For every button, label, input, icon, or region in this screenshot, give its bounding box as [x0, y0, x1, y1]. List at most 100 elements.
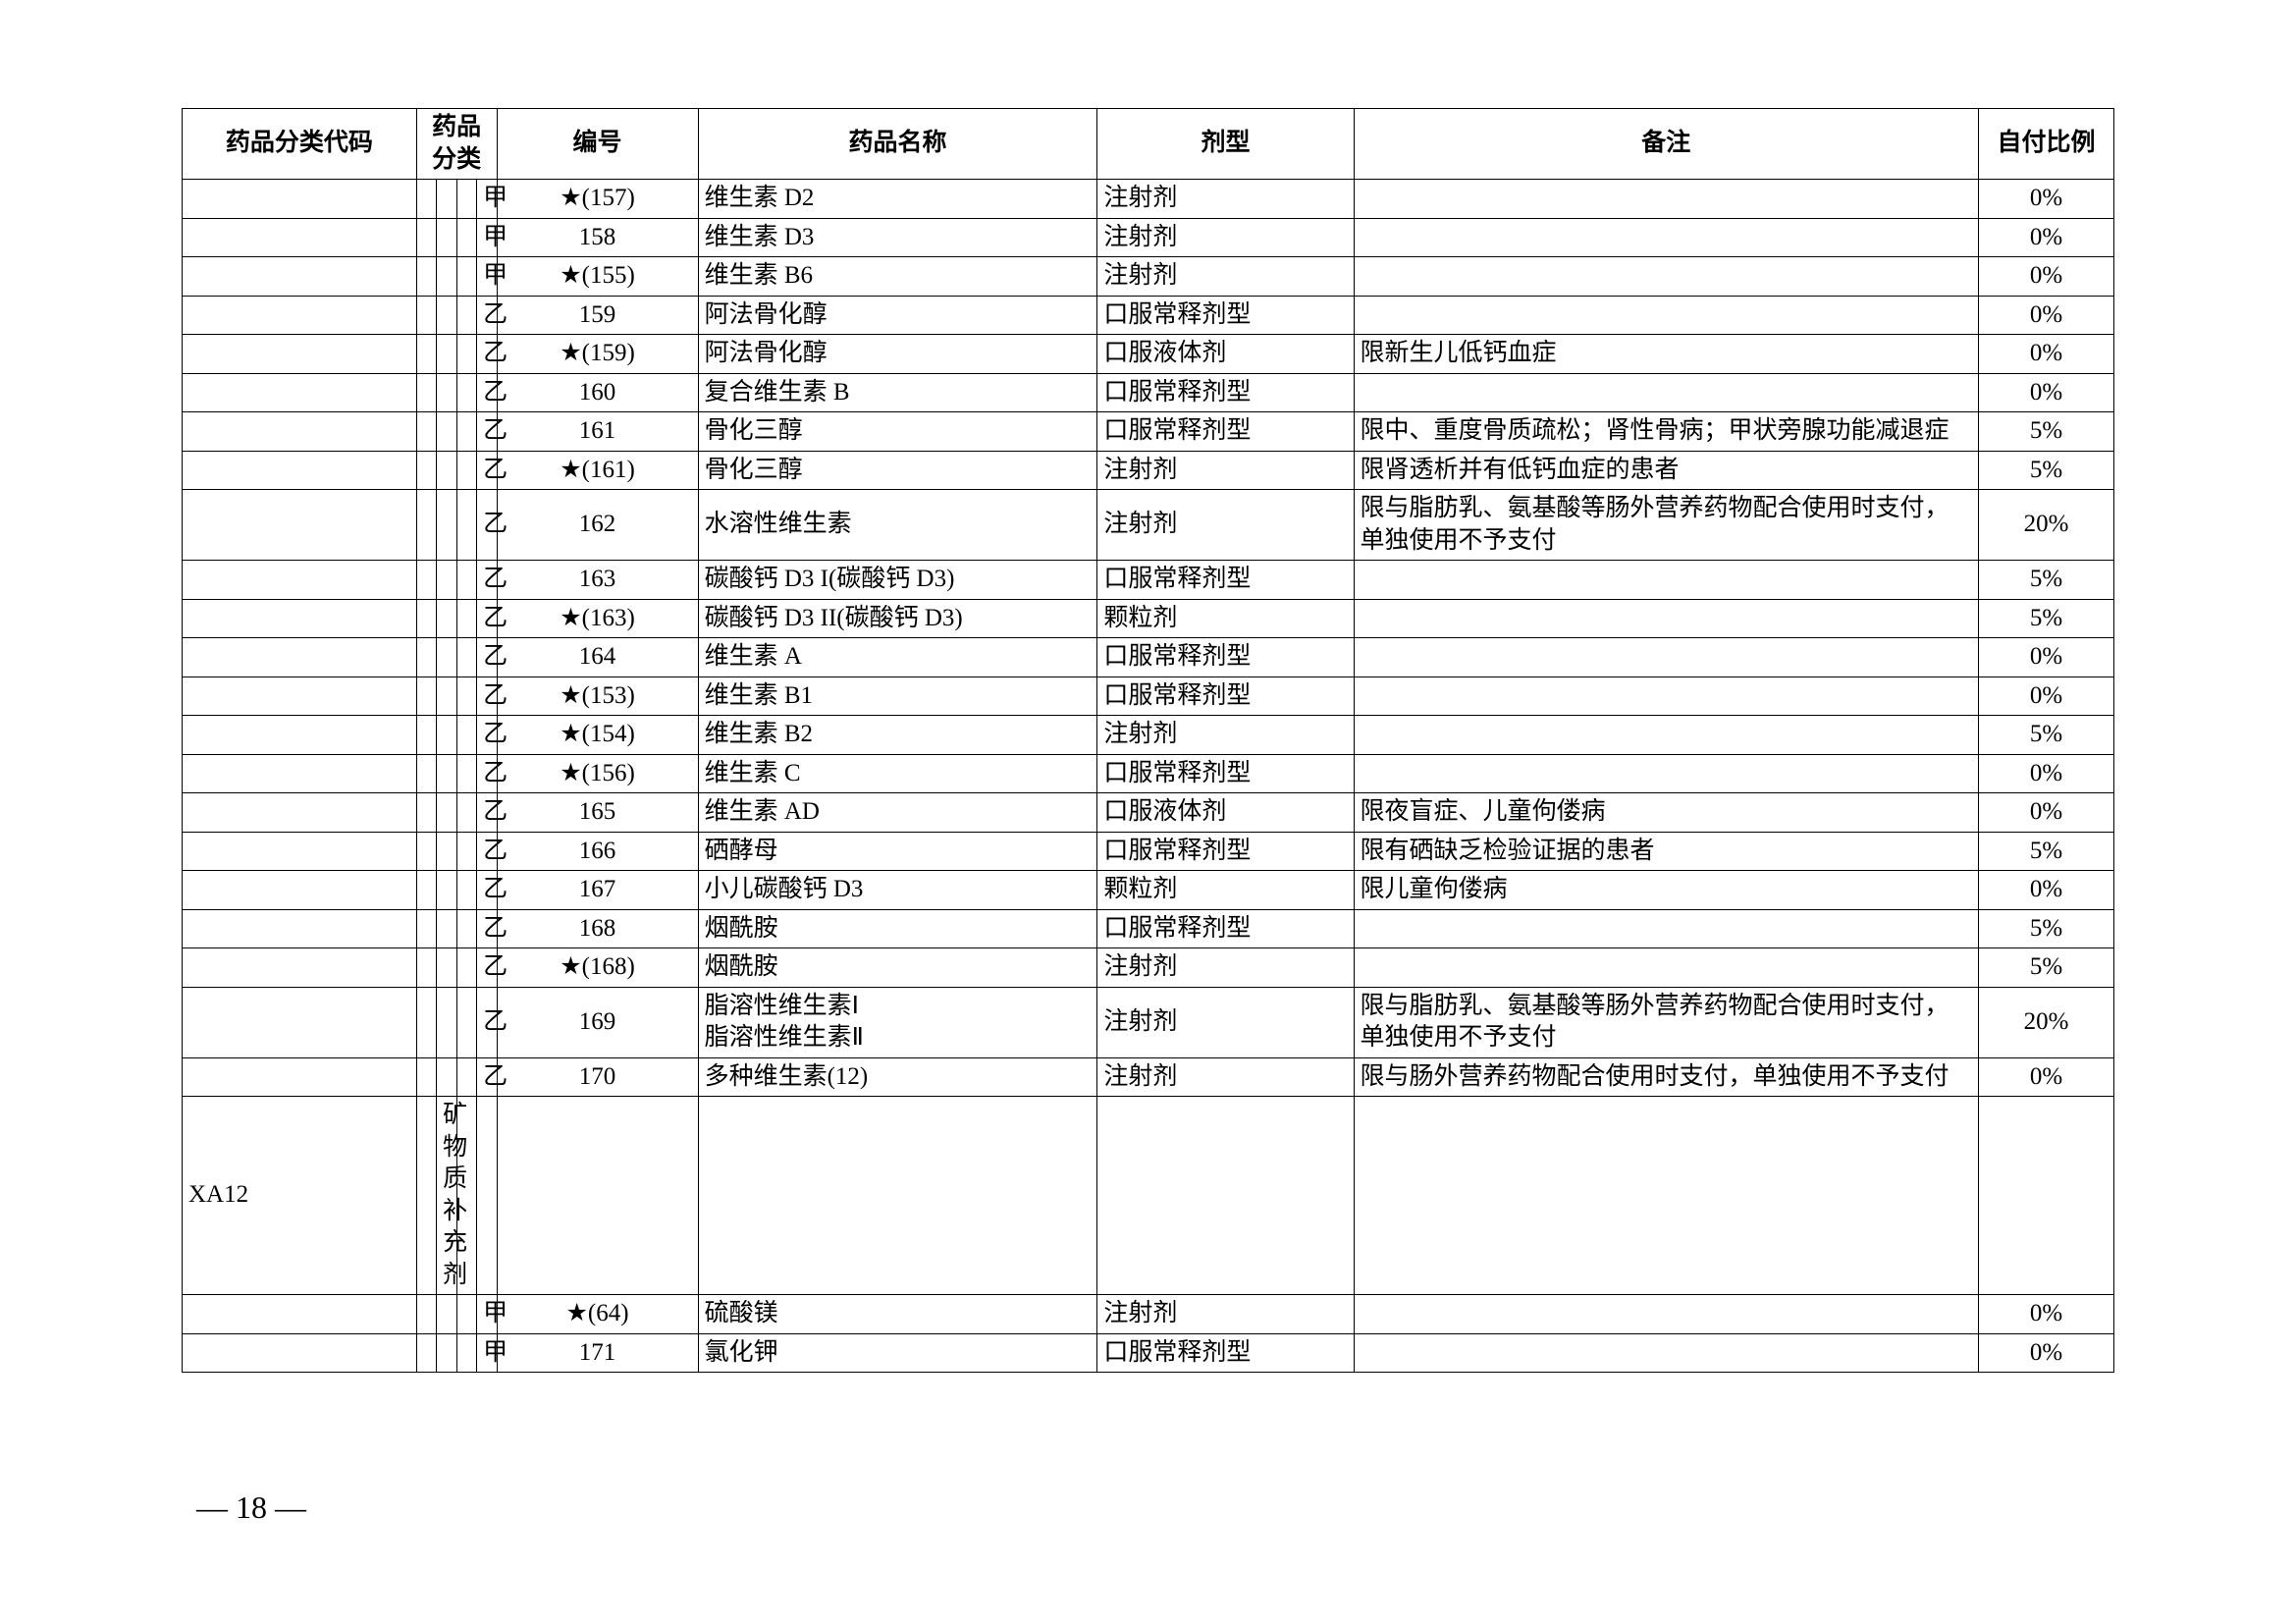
table-row: 甲158维生素 D3注射剂0%	[183, 218, 2114, 257]
cell-cat2	[437, 257, 456, 297]
cell-cat3	[456, 909, 476, 948]
cell-form: 口服常释剂型	[1097, 296, 1354, 335]
cell-note: 限夜盲症、儿童佝偻病	[1354, 793, 1979, 833]
cell-cat4: 乙	[477, 638, 497, 677]
cell-name: 碳酸钙 D3 II(碳酸钙 D3)	[698, 599, 1097, 638]
cell-cat3	[456, 257, 476, 297]
cell-cat4: 甲	[477, 1295, 497, 1334]
cell-num: ★(153)	[497, 677, 698, 716]
cell-cat3	[456, 218, 476, 257]
page-number: — 18 —	[196, 1489, 306, 1526]
cell-name: 烟酰胺	[698, 948, 1097, 988]
cell-num: 161	[497, 412, 698, 452]
table-row: 乙★(153)维生素 B1口服常释剂型0%	[183, 677, 2114, 716]
cell-code	[183, 909, 417, 948]
cell-note	[1354, 716, 1979, 755]
cell-cat2	[437, 451, 456, 490]
table-row: 乙164维生素 A口服常释剂型0%	[183, 638, 2114, 677]
table-row: 乙★(161)骨化三醇注射剂限肾透析并有低钙血症的患者5%	[183, 451, 2114, 490]
cell-cat2	[437, 218, 456, 257]
cell-cat4: 乙	[477, 451, 497, 490]
cell-cat1	[416, 561, 436, 600]
table-row: 乙166硒酵母口服常释剂型限有硒缺乏检验证据的患者5%	[183, 832, 2114, 871]
cell-cat1	[416, 871, 436, 910]
cell-cat3	[456, 638, 476, 677]
cell-pay: 0%	[1979, 1333, 2114, 1373]
cell-num	[497, 1097, 698, 1295]
cell-note	[1354, 1333, 1979, 1373]
cell-cat3	[456, 561, 476, 600]
cell-cat3	[456, 412, 476, 452]
header-num: 编号	[497, 109, 698, 180]
cell-cat2	[437, 412, 456, 452]
cell-cat1	[416, 335, 436, 374]
cell-pay: 5%	[1979, 832, 2114, 871]
cell-num: 167	[497, 871, 698, 910]
cell-pay: 0%	[1979, 373, 2114, 412]
cell-code	[183, 1057, 417, 1097]
cell-note: 限中、重度骨质疏松；肾性骨病；甲状旁腺功能减退症	[1354, 412, 1979, 452]
cell-name	[698, 1097, 1097, 1295]
cell-num: 160	[497, 373, 698, 412]
cell-note	[1354, 296, 1979, 335]
cell-cat3	[456, 1333, 476, 1373]
cell-note: 限与脂肪乳、氨基酸等肠外营养药物配合使用时支付，单独使用不予支付	[1354, 987, 1979, 1057]
cell-note: 限有硒缺乏检验证据的患者	[1354, 832, 1979, 871]
cell-name: 维生素 C	[698, 754, 1097, 793]
cell-num: 158	[497, 218, 698, 257]
cell-form: 口服液体剂	[1097, 793, 1354, 833]
cell-pay: 0%	[1979, 1295, 2114, 1334]
cell-cat4: 甲	[477, 257, 497, 297]
cell-pay: 5%	[1979, 716, 2114, 755]
cell-num: 163	[497, 561, 698, 600]
header-pay: 自付比例	[1979, 109, 2114, 180]
cell-cat2	[437, 561, 456, 600]
cell-form	[1097, 1097, 1354, 1295]
cell-cat1	[416, 373, 436, 412]
table-row: 乙★(156)维生素 C口服常释剂型0%	[183, 754, 2114, 793]
cell-pay	[1979, 1097, 2114, 1295]
cell-form: 注射剂	[1097, 987, 1354, 1057]
cell-num: 169	[497, 987, 698, 1057]
cell-form: 口服常释剂型	[1097, 412, 1354, 452]
cell-code	[183, 412, 417, 452]
cell-cat2	[437, 677, 456, 716]
cell-cat4: 甲	[477, 180, 497, 219]
cell-cat1	[416, 451, 436, 490]
table-row: 乙168烟酰胺口服常释剂型5%	[183, 909, 2114, 948]
cell-code	[183, 716, 417, 755]
cell-cat2	[437, 716, 456, 755]
cell-pay: 0%	[1979, 180, 2114, 219]
cell-code	[183, 754, 417, 793]
cell-cat1	[416, 948, 436, 988]
cell-code	[183, 599, 417, 638]
cell-cat3	[456, 987, 476, 1057]
cell-cat3	[456, 451, 476, 490]
cell-cat2	[437, 1333, 456, 1373]
cell-code	[183, 296, 417, 335]
header-form: 剂型	[1097, 109, 1354, 180]
cell-cat2	[437, 638, 456, 677]
cell-cat3	[456, 832, 476, 871]
cell-cat4: 乙	[477, 335, 497, 374]
table-row: 乙160复合维生素 B口服常释剂型0%	[183, 373, 2114, 412]
cell-cat2	[437, 909, 456, 948]
cell-name: 多种维生素(12)	[698, 1057, 1097, 1097]
cell-pay: 5%	[1979, 561, 2114, 600]
cell-num: ★(156)	[497, 754, 698, 793]
cell-cat1	[416, 832, 436, 871]
cell-cat2: 矿物质补充剂	[437, 1097, 456, 1295]
cell-note	[1354, 373, 1979, 412]
cell-cat4: 乙	[477, 793, 497, 833]
cell-form: 注射剂	[1097, 257, 1354, 297]
cell-code	[183, 1333, 417, 1373]
cell-num: ★(168)	[497, 948, 698, 988]
cell-pay: 0%	[1979, 296, 2114, 335]
cell-code	[183, 218, 417, 257]
cell-cat1	[416, 1295, 436, 1334]
cell-pay: 0%	[1979, 793, 2114, 833]
cell-code	[183, 180, 417, 219]
cell-name: 小儿碳酸钙 D3	[698, 871, 1097, 910]
cell-cat4: 乙	[477, 832, 497, 871]
cell-cat2	[437, 180, 456, 219]
